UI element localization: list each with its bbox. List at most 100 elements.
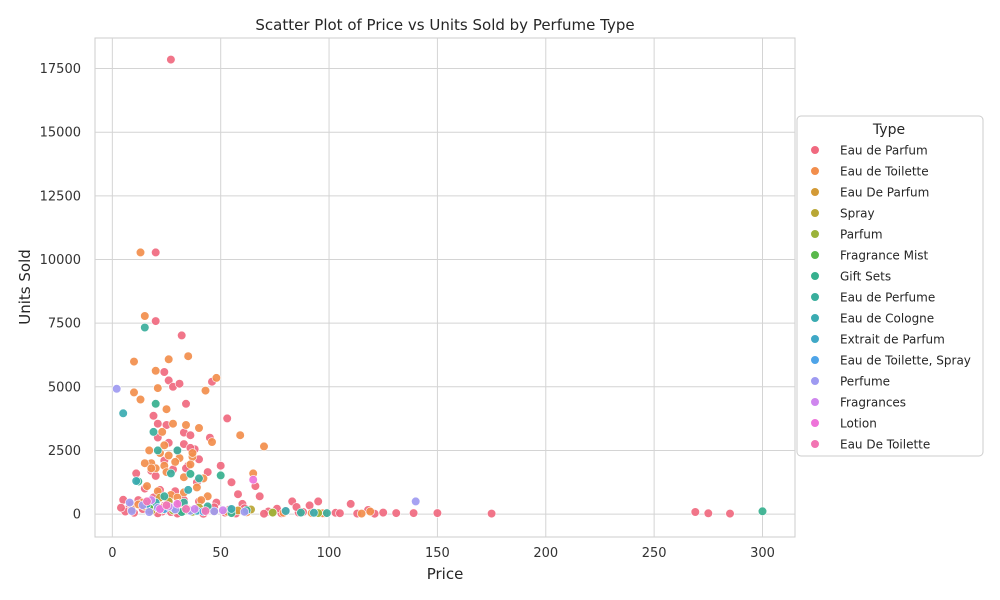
legend-marker: [810, 292, 820, 302]
data-point: [409, 508, 419, 518]
y-tick-label: 2500: [48, 444, 81, 459]
legend-item: Eau De Parfum: [810, 186, 929, 200]
data-point: [222, 413, 232, 424]
legend-marker: [810, 355, 820, 365]
data-point: [166, 468, 176, 479]
data-point: [153, 445, 163, 456]
series-points: [142, 496, 211, 516]
legend-label: Extrait de Parfum: [840, 333, 945, 347]
data-point: [135, 247, 146, 257]
legend-marker: [810, 208, 820, 218]
y-tick-label: 5000: [48, 380, 81, 395]
data-point: [203, 467, 213, 477]
data-point: [313, 496, 323, 507]
data-point: [161, 500, 172, 510]
data-point: [140, 458, 150, 468]
legend-label: Eau de Cologne: [840, 312, 934, 326]
x-tick-label: 200: [533, 546, 558, 561]
data-point: [112, 384, 122, 394]
y-tick-label: 10000: [40, 253, 81, 268]
x-axis-label: Price: [427, 565, 464, 583]
data-point: [164, 450, 174, 461]
data-point: [357, 508, 367, 519]
data-point: [200, 386, 211, 396]
grid-lines: [95, 38, 795, 537]
data-point: [148, 411, 159, 421]
x-tick-label: 300: [750, 546, 775, 561]
data-point: [187, 448, 198, 458]
legend-marker: [810, 418, 820, 428]
legend-item: Eau de Perfume: [810, 291, 935, 305]
legend-item: Perfume: [810, 375, 890, 389]
y-tick-label: 0: [73, 508, 81, 523]
data-point: [153, 383, 163, 393]
data-point: [185, 430, 195, 440]
legend-marker: [810, 334, 820, 344]
series-points: [155, 475, 258, 514]
data-point: [725, 508, 735, 519]
x-tick-label: 0: [108, 546, 116, 561]
data-point: [209, 506, 219, 516]
x-tick-label: 250: [642, 546, 667, 561]
legend-marker: [810, 313, 820, 323]
legend-item: Eau de Toilette, Spray: [810, 354, 971, 368]
data-point: [432, 508, 443, 518]
data-point: [487, 508, 497, 519]
data-point: [135, 394, 146, 405]
data-point: [411, 496, 421, 507]
legend-label: Parfum: [840, 228, 883, 242]
data-point: [131, 476, 141, 486]
x-tick-label: 100: [317, 546, 342, 561]
data-point: [322, 508, 332, 518]
legend-marker: [810, 229, 820, 239]
legend-marker: [810, 145, 820, 155]
data-point: [166, 54, 176, 65]
data-point: [159, 440, 169, 450]
legend-box: [796, 115, 984, 457]
data-point: [146, 463, 156, 473]
legend-label: Eau De Parfum: [840, 186, 929, 200]
data-point: [185, 469, 195, 479]
x-tick-label: 150: [425, 546, 450, 561]
legend-label: Perfume: [840, 375, 890, 389]
data-point: [151, 399, 161, 409]
data-point: [281, 506, 291, 516]
data-point: [157, 427, 167, 437]
legend-label: Gift Sets: [840, 270, 891, 284]
data-point: [216, 470, 226, 481]
data-point: [268, 507, 278, 518]
data-point: [172, 499, 182, 509]
legend-label: Spray: [840, 207, 875, 221]
data-point: [233, 489, 243, 499]
data-point: [192, 482, 202, 493]
data-point: [181, 420, 191, 430]
data-point: [129, 387, 139, 398]
legend-item: Eau de Cologne: [810, 312, 934, 326]
legend-label: Lotion: [840, 417, 877, 431]
data-point: [296, 507, 306, 518]
data-point: [127, 506, 137, 516]
legend-marker: [810, 187, 820, 197]
data-point: [144, 507, 154, 517]
y-tick-label: 7500: [48, 317, 81, 332]
data-point: [346, 499, 356, 509]
data-point: [170, 457, 180, 467]
legend-item: Fragrance Mist: [810, 249, 929, 263]
data-point: [140, 322, 150, 333]
legend-label: Eau de Parfum: [840, 144, 928, 158]
data-point: [335, 508, 345, 518]
data-points: [112, 54, 768, 519]
data-point: [226, 477, 237, 487]
data-point: [259, 441, 269, 452]
legend-item: Eau De Toilette: [810, 438, 930, 452]
data-point: [148, 427, 159, 437]
legend: Type Eau de Parfum Eau de Toilette Eau De …: [796, 115, 984, 457]
legend-item: Fragrances: [810, 396, 906, 410]
legend-item: Gift Sets: [810, 270, 891, 284]
legend-marker: [810, 271, 820, 281]
data-point: [159, 367, 169, 377]
legend-label: Fragrance Mist: [840, 249, 929, 263]
data-point: [211, 373, 221, 383]
data-point: [255, 491, 265, 501]
